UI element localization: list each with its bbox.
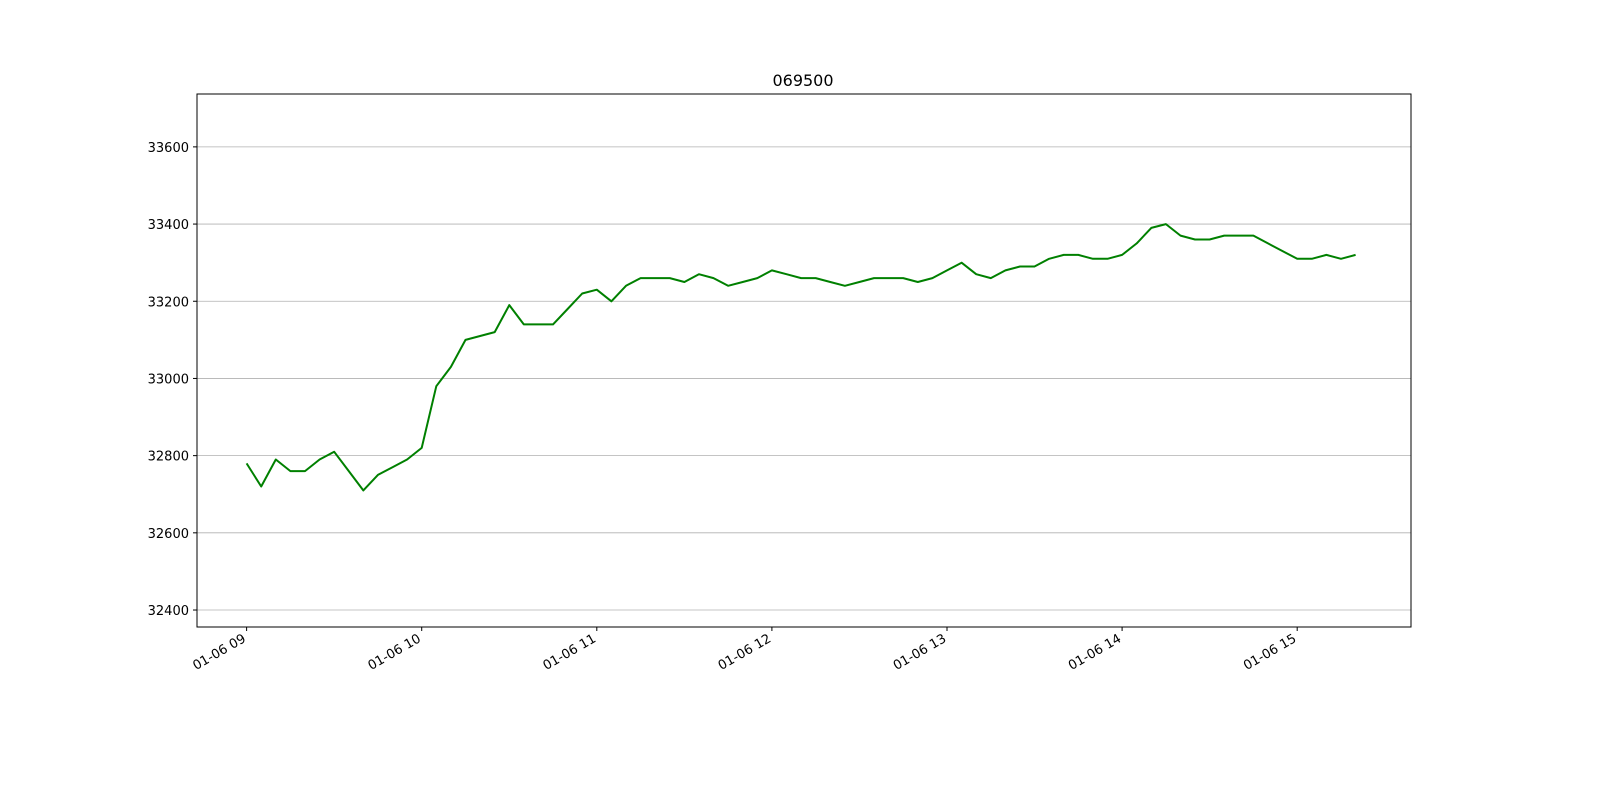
x-tick-label: 01-06 14 <box>1066 631 1124 673</box>
x-tick-label: 01-06 15 <box>1241 631 1299 673</box>
x-tick-label: 01-06 10 <box>366 631 424 673</box>
plot-frame <box>196 93 1412 628</box>
y-tick-label: 33400 <box>148 218 189 233</box>
y-tick-label: 32400 <box>148 604 189 619</box>
chart-title: 069500 <box>772 71 833 90</box>
y-tick-label: 32800 <box>148 450 189 465</box>
x-tick-label: 01-06 13 <box>891 631 949 673</box>
y-tick-label: 33200 <box>148 295 189 310</box>
y-tick-label: 32600 <box>148 527 189 542</box>
x-tick-label: 01-06 11 <box>541 631 599 673</box>
y-tick-label: 33000 <box>148 372 189 387</box>
line-series <box>245 223 1356 492</box>
x-tick-label: 01-06 09 <box>190 631 248 673</box>
y-tick-label: 33600 <box>148 141 189 156</box>
x-tick-label: 01-06 12 <box>716 631 774 673</box>
